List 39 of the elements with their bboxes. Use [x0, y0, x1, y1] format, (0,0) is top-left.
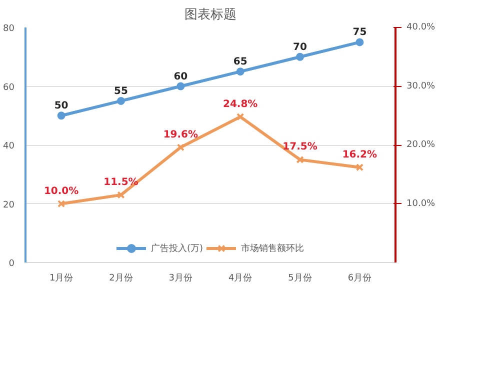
data-label: 75: [352, 27, 367, 38]
data-label: 24.8%: [222, 98, 258, 110]
point: [236, 68, 244, 76]
point: [116, 96, 125, 105]
point: [236, 112, 244, 121]
x-tick-label: 5月份: [288, 272, 312, 284]
y2-tick-label: 30.0%: [406, 81, 436, 92]
point: [296, 156, 304, 164]
data-label: 70: [293, 42, 308, 53]
y-tick-label: 40: [3, 142, 15, 152]
data-label: 19.6%: [163, 129, 198, 140]
y-tick-label: 0: [8, 259, 15, 269]
data-label: 60: [174, 71, 188, 82]
data-label: 50: [54, 100, 68, 112]
point: [57, 112, 66, 120]
point: [176, 144, 184, 152]
legend-label: 市场销售额环比: [241, 242, 304, 254]
x-tick-label: 3月份: [168, 272, 193, 284]
data-label: 16.2%: [342, 149, 378, 160]
data-label: 55: [114, 86, 128, 97]
point: [296, 52, 304, 61]
y2-tick-label: 40.0%: [406, 22, 436, 32]
point: [117, 191, 125, 199]
x-tick-label: 6月份: [348, 272, 372, 284]
x-tick-label: 1月份: [49, 272, 74, 284]
y2-tick-label: 10.0%: [406, 198, 436, 209]
y-tick-label: 80: [3, 24, 15, 34]
chart-title: 图表标题: [184, 8, 236, 22]
y2-tick-label: 20.0%: [406, 140, 436, 150]
legend-label: 广告投入(万): [150, 242, 204, 254]
point: [356, 38, 364, 46]
point: [176, 82, 185, 90]
data-label: 17.5%: [282, 142, 318, 153]
x-tick-label: 2月份: [109, 272, 133, 284]
x-tick-label: 4月份: [228, 272, 252, 284]
data-label: 10.0%: [44, 186, 79, 197]
y-tick-label: 60: [3, 82, 15, 93]
y-tick-label: 20: [3, 200, 15, 210]
data-label: 65: [233, 56, 248, 68]
